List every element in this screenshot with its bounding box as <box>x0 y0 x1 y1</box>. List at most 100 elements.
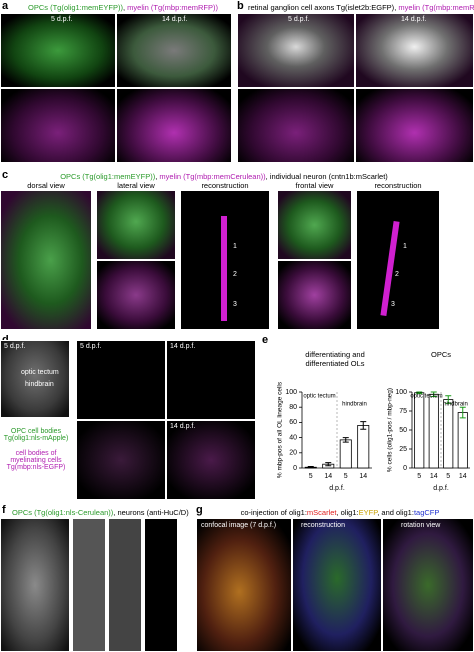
x-tick-label: 5 <box>446 473 450 480</box>
error-bar <box>416 391 423 395</box>
microscopy-image <box>96 260 176 330</box>
reconstruction-image: reconstruction <box>292 518 382 652</box>
microscopy-image <box>355 88 474 163</box>
chart: 0 20 40 60 80 100% mbp-pos of all OL lineage … <box>277 381 372 492</box>
view-label: rotation view <box>401 522 441 529</box>
title-part: OPCs (Tg(olig1:memEYFP)) <box>27 3 123 12</box>
y-tick-label: 20 <box>289 450 297 457</box>
title-part: , individual neuron (cntn1b:mScarlet) <box>265 172 388 181</box>
panel-label: c <box>2 169 9 181</box>
error-bar <box>307 465 314 469</box>
microscopy-image: 14 d.p.f. <box>355 13 474 88</box>
y-tick-label: 50 <box>399 427 407 434</box>
microscopy-image: 14 d.p.f. <box>166 340 256 420</box>
microscopy-image <box>108 518 142 652</box>
x-tick-label: 5 <box>417 473 421 480</box>
title-part: retinal ganglion cell axons Tg(islet2b:E… <box>248 3 395 12</box>
reconstruction-image: 1 2 3 <box>356 190 440 330</box>
x-tick-label: 5 <box>344 473 348 480</box>
y-tick-label: 60 <box>289 419 297 426</box>
panel-title: co-injection of olig1:mScarlet, olig1:EY… <box>206 508 474 517</box>
microscopy-image <box>144 518 178 652</box>
stage-label: 14 d.p.f. <box>162 16 188 23</box>
group-label: optic tectum <box>410 394 442 400</box>
panel-label: b <box>237 0 244 12</box>
legend-entry: OPC cell bodies Tg(olig1:nls-mApple) <box>3 428 69 442</box>
y-tick-label: 0 <box>403 465 407 472</box>
error-bar <box>325 462 332 467</box>
bar <box>357 425 370 469</box>
stage-label: 5 d.p.f. <box>288 16 310 23</box>
panel-label: g <box>196 504 203 516</box>
x-tick-label: 14 <box>324 473 332 480</box>
segment-label: 1 <box>233 243 237 250</box>
view-label: frontal view <box>295 181 334 190</box>
bar <box>443 399 454 469</box>
microscopy-image <box>277 260 352 330</box>
view-label: reconstruction <box>301 522 345 529</box>
microscopy-image <box>237 88 355 163</box>
y-tick-label: 75 <box>399 408 407 415</box>
panel-title: OPCs (Tg(olig1:memEYFP)), myelin (Tg(mbp… <box>14 3 232 12</box>
microscopy-image: 5 d.p.f. <box>76 340 166 420</box>
region-label: optic tectum <box>21 369 59 376</box>
x-tick-label: 14 <box>359 473 367 480</box>
legend-entry: cell bodies of myelinating cells Tg(mbp:… <box>6 450 66 471</box>
view-label: confocal image (7 d.p.f.) <box>201 522 277 529</box>
stage-label: 14 d.p.f. <box>401 16 427 23</box>
microscopy-image <box>96 190 176 260</box>
title-part: , olig1: <box>336 508 359 517</box>
bar <box>428 393 439 469</box>
y-tick-label: 100 <box>395 389 407 396</box>
x-tick-label: 5 <box>309 473 313 480</box>
stage-label: 5 d.p.f. <box>51 16 73 23</box>
segment-label: 2 <box>233 271 237 278</box>
title-part: EYFP <box>358 508 378 517</box>
stage-label: 14 d.p.f. <box>170 423 196 430</box>
stage-label: 5 d.p.f. <box>4 343 26 350</box>
bar <box>457 412 468 469</box>
error-bar <box>360 421 367 430</box>
segment-label: 3 <box>391 301 395 308</box>
group-label: optic tectum <box>303 394 335 400</box>
microscopy-image <box>116 88 232 163</box>
microscopy-image: 14 d.p.f. <box>116 13 232 88</box>
panel-title: OPCs (Tg(olig1:nls-Cerulean)), neurons (… <box>12 508 189 517</box>
title-part: OPCs (Tg(olig1:memEYFP)) <box>60 172 156 181</box>
panel-label: e <box>262 334 269 346</box>
reconstruction-image: rotation view <box>382 518 474 652</box>
group-label: hindbrain <box>443 402 468 408</box>
view-label: reconstruction <box>374 181 422 190</box>
x-tick-label: 14 <box>430 473 438 480</box>
x-axis-label: d.p.f. <box>329 485 345 492</box>
title-part: , neurons (anti-HuC/D) <box>113 508 189 517</box>
axon-trace <box>221 216 227 321</box>
axon-trace <box>380 221 400 316</box>
error-bar <box>430 391 437 398</box>
title-part: , and olig1: <box>377 508 414 517</box>
view-label: dorsal view <box>27 181 65 190</box>
y-axis-label: % mbp-pos of all OL lineage cells <box>277 381 284 478</box>
microscopy-image: confocal image (7 d.p.f.) <box>196 518 292 652</box>
title-part: myelin (Tg(mbp:memRFP)) <box>398 3 474 12</box>
title-part: tagCFP <box>413 508 440 517</box>
y-tick-label: 100 <box>285 389 297 396</box>
microscopy-image: 5 d.p.f. optic tectum hindbrain <box>0 340 70 418</box>
title-part: mScarlet <box>306 508 337 517</box>
title-part: myelin (Tg(mbp:memCerulean)) <box>159 172 266 181</box>
y-axis-label: % cells (olig1-pos / mbp-neg) <box>387 388 394 472</box>
reconstruction-image: 1 2 3 <box>180 190 270 330</box>
stage-label: 5 d.p.f. <box>80 343 102 350</box>
x-tick-label: 14 <box>459 473 467 480</box>
panel-label: f <box>2 504 6 516</box>
y-tick-label: 0 <box>293 465 297 472</box>
microscopy-image <box>0 190 92 330</box>
chart-title: differentiating and differentiated OLs <box>305 350 365 368</box>
title-part: myelin (Tg(mbp:memRFP)) <box>127 3 219 12</box>
stage-label: 14 d.p.f. <box>170 343 196 350</box>
microscopy-image: 5 d.p.f. <box>0 13 116 88</box>
segment-label: 1 <box>403 243 407 250</box>
error-bar <box>445 395 452 404</box>
panel-title: OPCs (Tg(olig1:memEYFP)), myelin (Tg(mbp… <box>14 172 434 181</box>
